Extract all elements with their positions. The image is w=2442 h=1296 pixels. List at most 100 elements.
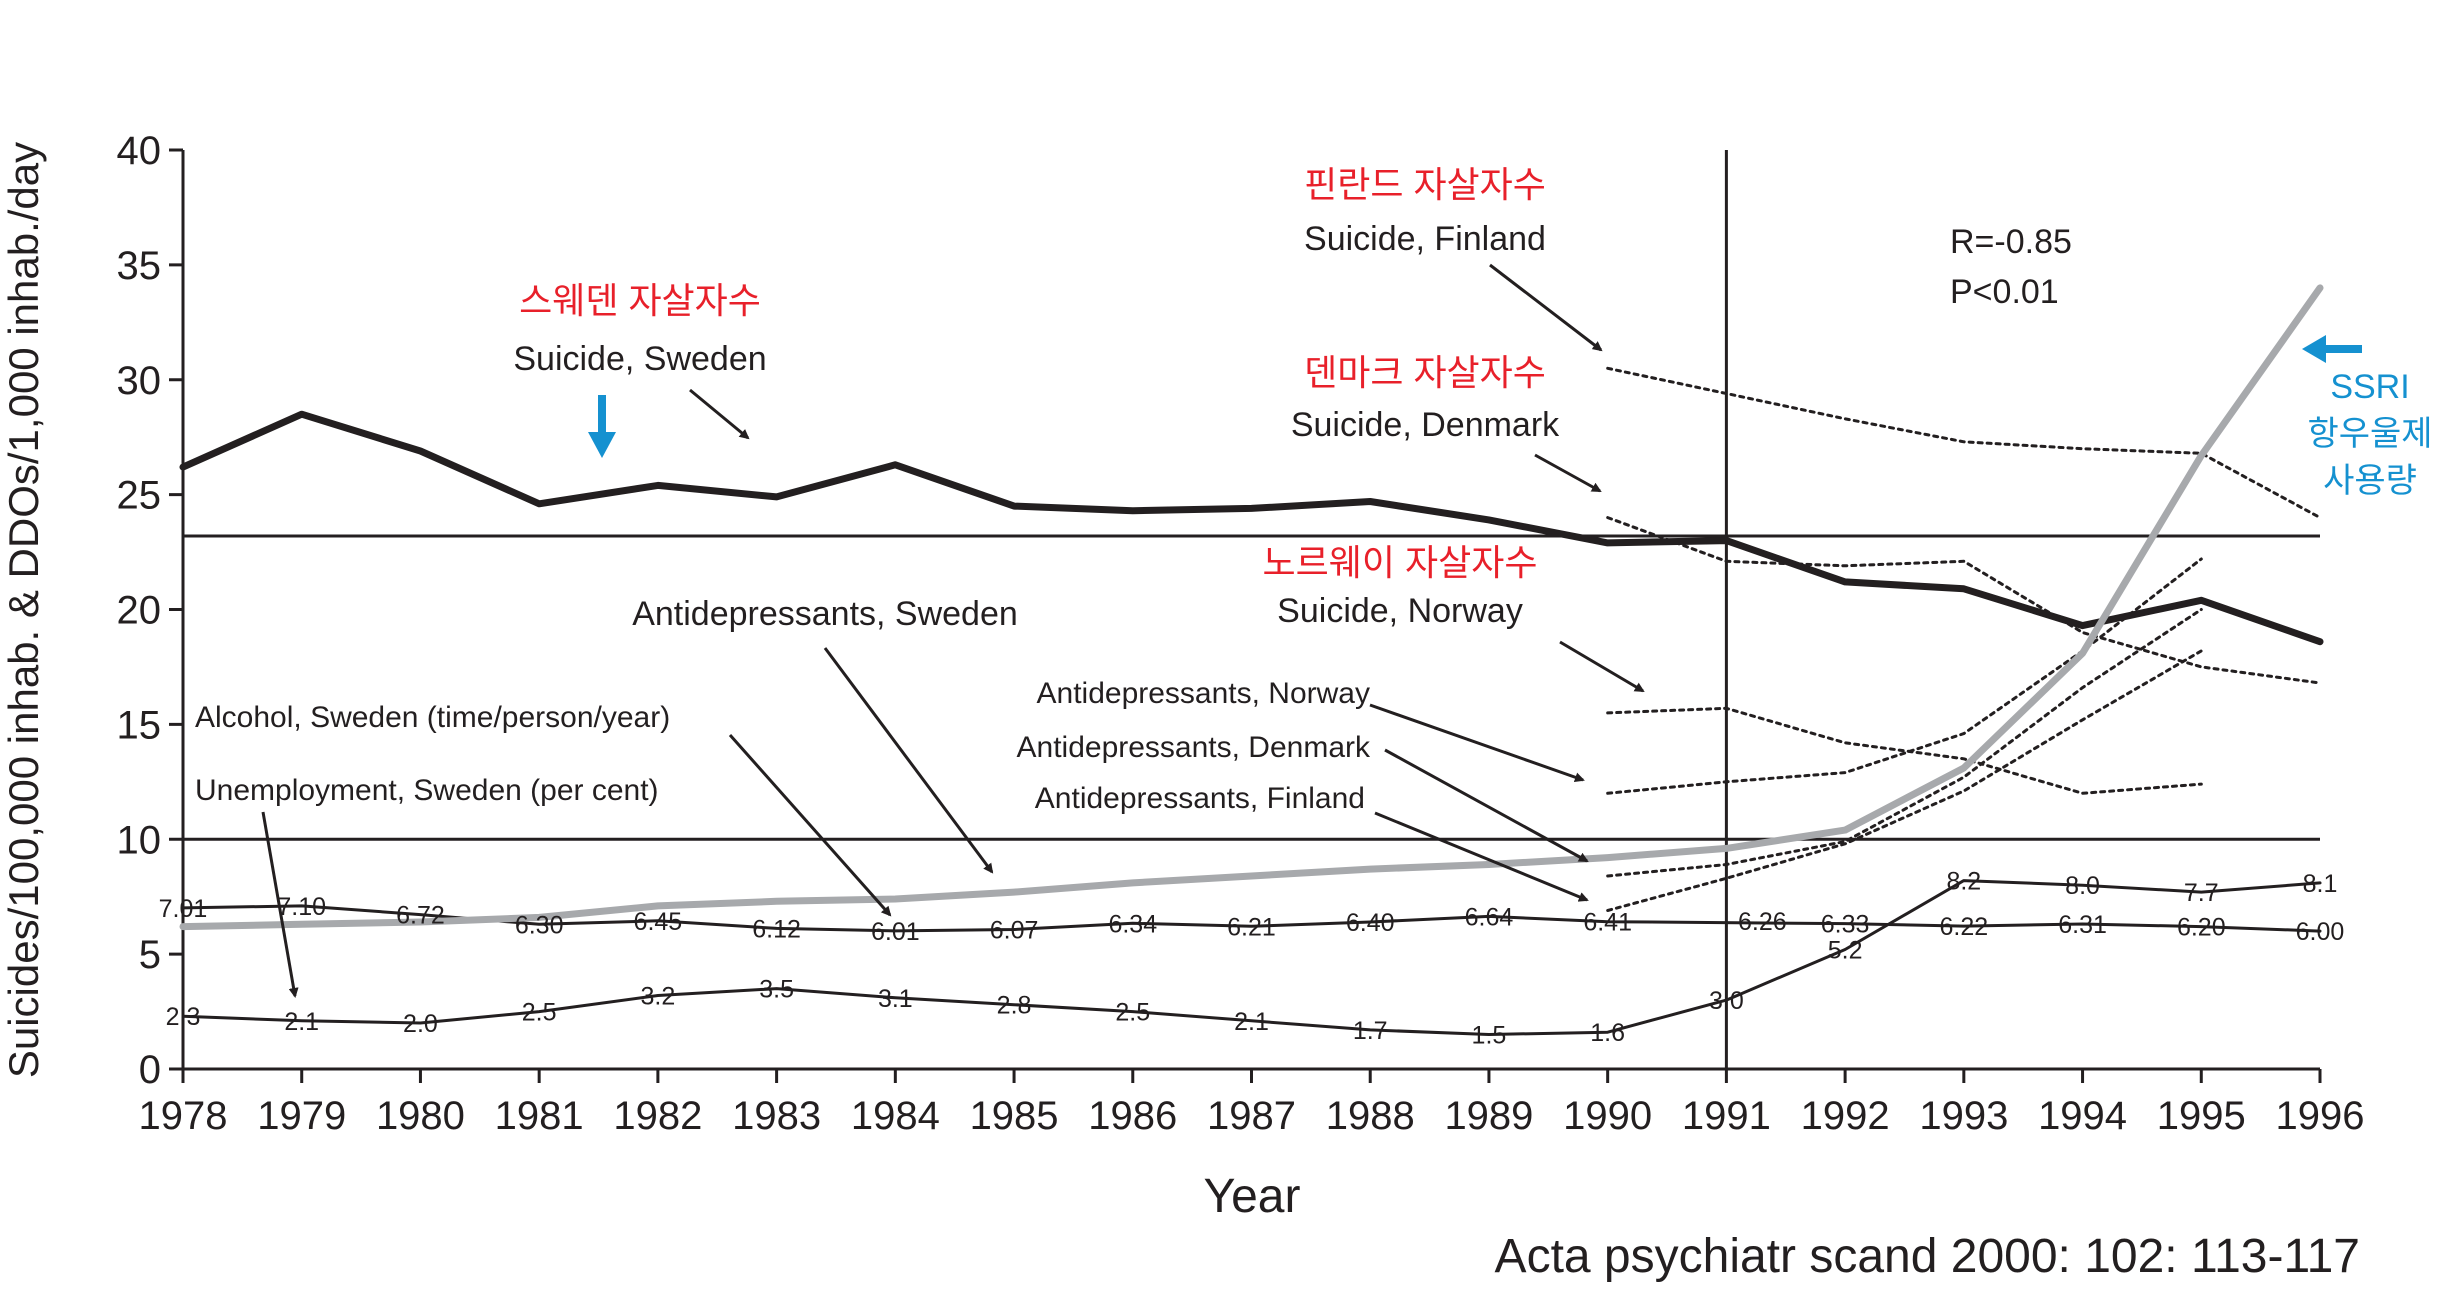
- x-tick-label: 1991: [1682, 1094, 1771, 1138]
- sweden-pointer: [689, 388, 750, 440]
- series-line-alcohol-sweden-time-person-year: [181, 904, 2322, 933]
- annotation-antidep-denmark: Antidepressants, Denmark: [1017, 731, 1589, 863]
- x-tick-label: 1982: [613, 1094, 702, 1138]
- ssri-label-2: 항우울제: [2307, 415, 2432, 453]
- annotation-denmark: 덴마크 자살자수 Suicide, Denmark: [1291, 352, 1602, 493]
- x-tick-label: 1978: [139, 1094, 228, 1138]
- annotation-antidep-norway: Antidepressants, Norway: [1037, 677, 1585, 783]
- data-label: 7.01: [159, 895, 208, 923]
- series-line-antidepressants-sweden: [179, 284, 2324, 931]
- finland-pointer: [1489, 263, 1603, 352]
- annotation-finland: 핀란드 자살자수 Suicide, Finland: [1304, 164, 1603, 352]
- unemp-1991-label: 6.26: [1738, 908, 1787, 936]
- finland-label-ko: 핀란드 자살자수: [1304, 164, 1546, 205]
- x-tick-label: 1994: [2038, 1094, 2127, 1138]
- y-tick-label: 20: [117, 589, 162, 633]
- y-tick-label: 15: [117, 703, 162, 747]
- data-label: 2.3: [166, 1003, 201, 1031]
- reference-lines: [183, 150, 2320, 1069]
- series-line-antidepressants-denmark: [1606, 608, 2203, 878]
- alcohol-pointer: [728, 734, 892, 917]
- sweden-label-en: Suicide, Sweden: [513, 340, 766, 378]
- data-label: 6.40: [1346, 909, 1395, 937]
- x-tick-label: 1985: [970, 1094, 1059, 1138]
- data-label: 8.0: [2065, 872, 2100, 900]
- annotation-alcohol: Alcohol, Sweden (time/person/year): [195, 701, 892, 917]
- unemployment-label: Unemployment, Sweden (per cent): [195, 774, 659, 807]
- antidep-sweden-label: Antidepressants, Sweden: [632, 595, 1018, 633]
- data-label: 1.5: [1472, 1022, 1507, 1050]
- x-tick-label: 1988: [1326, 1094, 1415, 1138]
- data-label: 6.41: [1583, 909, 1632, 937]
- antidep-finland-pointer: [1374, 811, 1589, 902]
- x-axis-title: Year: [1204, 1170, 1301, 1223]
- data-label: 6.33: [1821, 911, 1870, 939]
- y-tick-label: 30: [117, 359, 162, 403]
- antidep-sweden-pointer: [823, 647, 994, 874]
- data-label: 1.6: [1590, 1019, 1625, 1047]
- annotation-stats: R=-0.85 P<0.01: [1950, 223, 2072, 311]
- denmark-label-en: Suicide, Denmark: [1291, 406, 1560, 444]
- x-tick-label: 1981: [495, 1094, 584, 1138]
- annotation-ssri: SSRI 항우울제 사용량: [2302, 335, 2433, 500]
- data-label: 6.64: [1465, 903, 1514, 931]
- series-line-suicide-sweden: [179, 410, 2324, 646]
- annotation-norway: 노르웨이 자살자수 Suicide, Norway: [1263, 542, 1645, 693]
- y-ticks: 0 5 10 15 20 25 30 35 40: [117, 129, 183, 1092]
- denmark-label-ko: 덴마크 자살자수: [1304, 352, 1546, 393]
- x-tick-label: 1993: [1919, 1094, 2008, 1138]
- annotation-unemployment: Unemployment, Sweden (per cent): [195, 774, 659, 998]
- data-label: 2.8: [997, 992, 1032, 1020]
- data-label: 2.1: [1234, 1008, 1269, 1036]
- x-tick-label: 1992: [1801, 1094, 1890, 1138]
- annotation-antidep-sweden: Antidepressants, Sweden: [632, 595, 1018, 874]
- ssri-label-1: SSRI: [2330, 368, 2409, 406]
- x-tick-label: 1983: [732, 1094, 821, 1138]
- y-axis-title: Suicides/100,000 inhab. & DDOs/1,000 inh…: [0, 142, 47, 1078]
- series-line-suicide-denmark: [1606, 516, 2322, 685]
- series-line-unemployment-sweden-per-cent: [181, 879, 2322, 1036]
- data-labels: 7.01 7.10 6.72 6.30 6.45 6.12 6.01 6.07 6.34 6.21…: [159, 868, 2345, 1050]
- stat-p: P<0.01: [1950, 273, 2059, 311]
- source-citation: Acta psychiatr scand 2000: 102: 113-117: [1495, 1230, 2360, 1283]
- x-tick-label: 1986: [1088, 1094, 1177, 1138]
- series-line-suicide-finland: [1606, 366, 2322, 520]
- x-tick-label: 1995: [2157, 1094, 2246, 1138]
- x-tick-label: 1980: [376, 1094, 465, 1138]
- x-tick-label: 1996: [2276, 1094, 2365, 1138]
- data-label: 7.10: [277, 893, 326, 921]
- x-ticks: 1978 1979 1980 1981 1982 1983 1984 1985 1986 1987…: [139, 1069, 2365, 1138]
- data-label: 8.1: [2303, 870, 2338, 898]
- x-tick-label: 1979: [257, 1094, 346, 1138]
- stat-r: R=-0.85: [1950, 223, 2072, 261]
- data-label: 6.12: [752, 915, 801, 943]
- norway-pointer: [1559, 640, 1645, 693]
- data-label: 6.72: [396, 902, 445, 930]
- x-tick-label: 1989: [1444, 1094, 1533, 1138]
- sweden-label-ko: 스웨덴 자살자수: [519, 280, 761, 321]
- data-label: 5.2: [1828, 937, 1863, 965]
- data-label: 6.45: [634, 908, 683, 936]
- y-tick-label: 5: [139, 933, 161, 977]
- left-arrow-icon: [2302, 335, 2362, 363]
- series-line-antidepressants-finland: [1606, 649, 2203, 912]
- x-tick-label: 1984: [851, 1094, 940, 1138]
- data-label: 6.21: [1227, 913, 1276, 941]
- denmark-pointer: [1534, 453, 1602, 493]
- data-label: 6.20: [2177, 914, 2226, 942]
- x-tick-label: 1990: [1563, 1094, 1652, 1138]
- antidep-norway-label: Antidepressants, Norway: [1037, 677, 1371, 710]
- series-layer: [179, 284, 2324, 1036]
- antidep-finland-label: Antidepressants, Finland: [1035, 782, 1365, 815]
- norway-label-ko: 노르웨이 자살자수: [1263, 542, 1538, 583]
- antidep-denmark-pointer: [1384, 748, 1589, 863]
- data-label: 7.7: [2184, 879, 2219, 907]
- down-arrow-icon: [588, 395, 616, 458]
- data-label: 6.31: [2058, 911, 2107, 939]
- data-label: 6.00: [2296, 918, 2345, 946]
- data-label: 6.34: [1108, 910, 1157, 938]
- antidep-denmark-label: Antidepressants, Denmark: [1017, 731, 1371, 764]
- x-tick-label: 1987: [1207, 1094, 1296, 1138]
